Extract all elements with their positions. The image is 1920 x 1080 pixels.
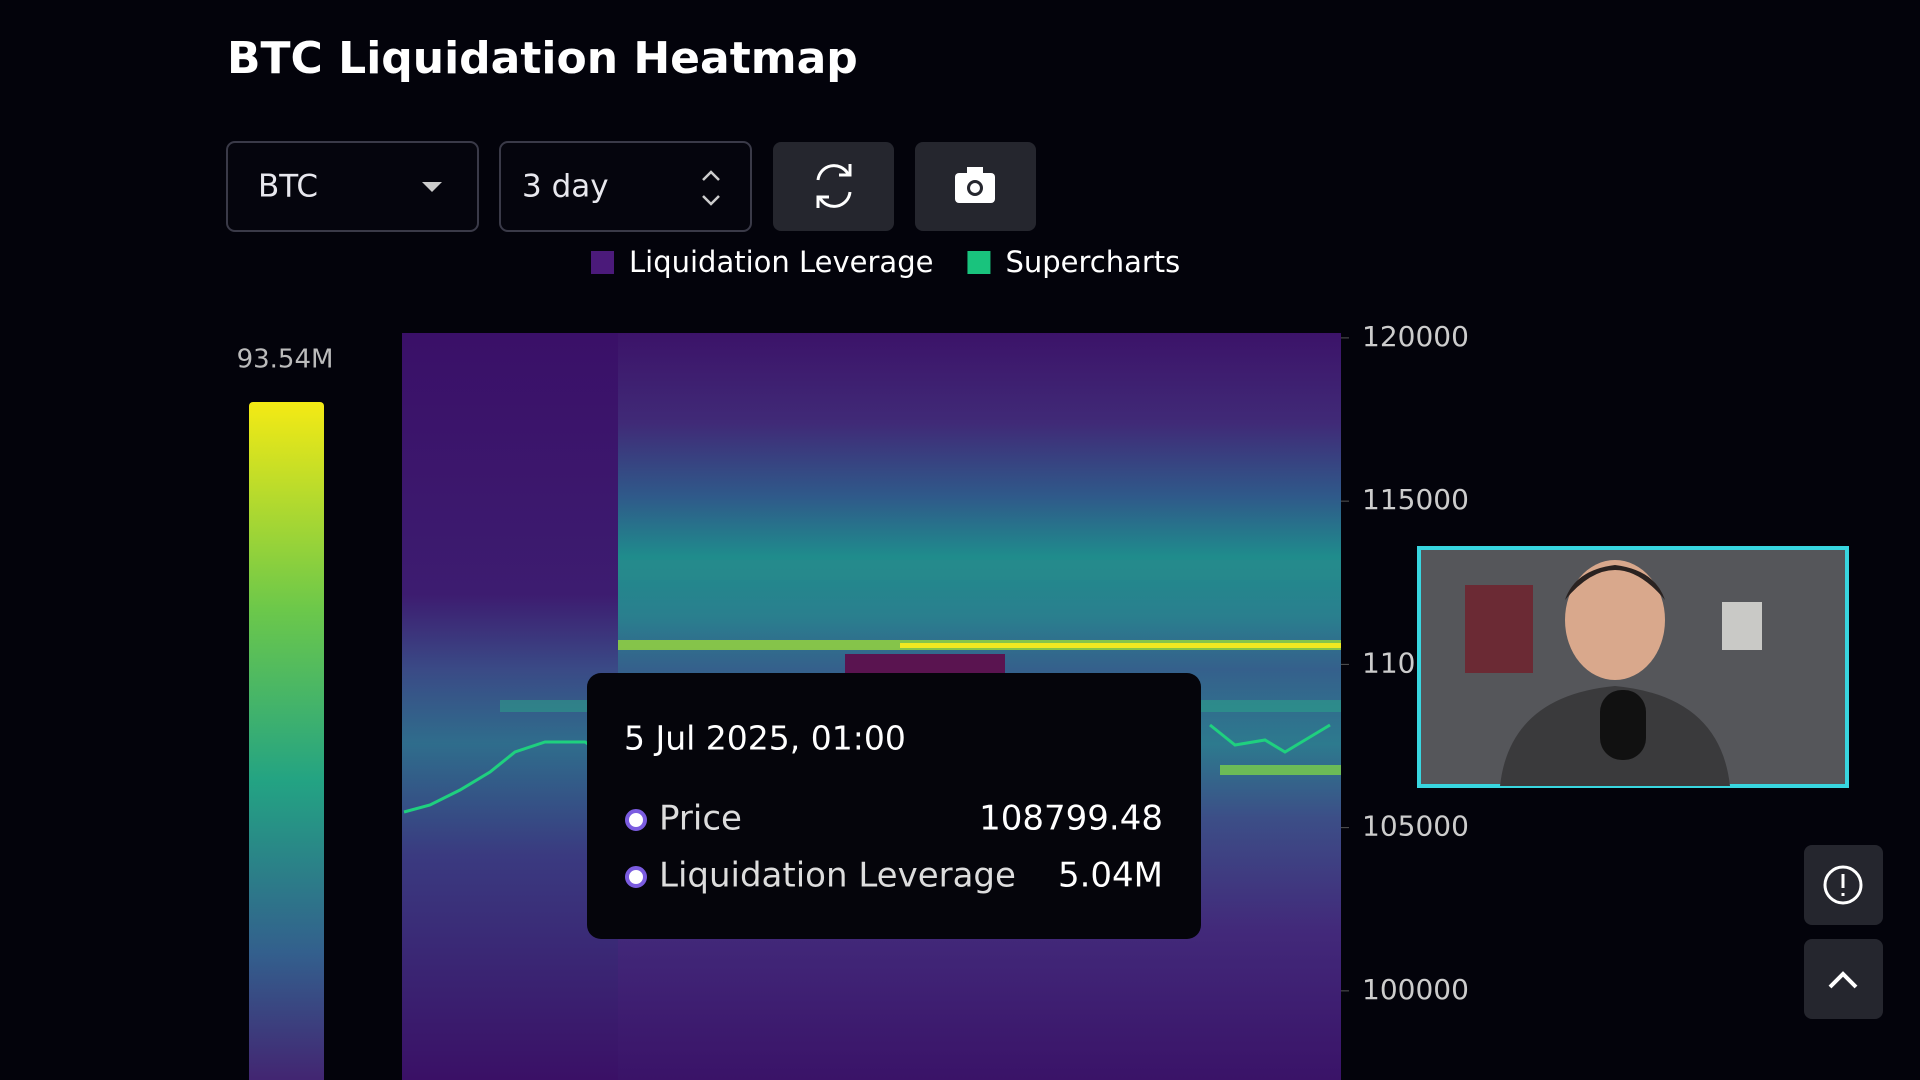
legend-label: Supercharts bbox=[1005, 245, 1180, 279]
heatmap-early bbox=[402, 333, 618, 1080]
tooltip: 5 Jul 2025, 01:00 Price 108799.48 Liquidat… bbox=[587, 673, 1201, 939]
title: BTC Liquidation Heatmap bbox=[227, 33, 858, 84]
heat-band-peak bbox=[900, 643, 1341, 648]
tooltip-date: 5 Jul 2025, 01:00 bbox=[624, 719, 906, 758]
scroll-top-button[interactable] bbox=[1804, 939, 1883, 1019]
tooltip-value: 108799.48 bbox=[979, 799, 1163, 839]
face bbox=[1565, 560, 1665, 680]
camera-icon bbox=[955, 167, 995, 203]
y-tick-label: 100000 bbox=[1362, 973, 1469, 1006]
refresh-button[interactable] bbox=[773, 142, 894, 231]
series-dot bbox=[625, 866, 647, 888]
microphone bbox=[1600, 690, 1646, 760]
y-tick-label: 105000 bbox=[1362, 810, 1469, 843]
symbol-select[interactable] bbox=[226, 141, 479, 232]
spinner-icon bbox=[702, 170, 720, 206]
tooltip-label: Liquidation Leverage bbox=[659, 856, 1016, 896]
colorbar-max: 93.54M bbox=[237, 345, 334, 375]
legend-swatch bbox=[591, 251, 614, 274]
heat-band bbox=[1220, 765, 1341, 775]
tooltip-value: 5.04M bbox=[1058, 856, 1163, 896]
y-tick-label: 115000 bbox=[1362, 483, 1469, 516]
webcam bbox=[1417, 546, 1849, 788]
tooltip-label: Price bbox=[659, 799, 742, 839]
refresh-icon bbox=[816, 164, 852, 208]
range-select[interactable] bbox=[499, 141, 752, 232]
price-line bbox=[1209, 723, 1331, 754]
dropdown-arrow bbox=[422, 182, 442, 192]
alert-icon bbox=[1823, 865, 1863, 905]
hair bbox=[1565, 565, 1665, 600]
range-value: 3 day bbox=[522, 169, 609, 205]
colorbar bbox=[249, 402, 324, 1080]
legend-swatch bbox=[967, 251, 991, 274]
heat-gap bbox=[845, 654, 1005, 674]
y-tick-label: 120000 bbox=[1362, 320, 1469, 353]
heat-band bbox=[618, 560, 1341, 580]
legend-label: Liquidation Leverage bbox=[629, 245, 933, 279]
symbol-value: BTC bbox=[258, 169, 318, 205]
series-dot bbox=[625, 809, 647, 831]
poster bbox=[1465, 585, 1533, 673]
chevron-up bbox=[1828, 971, 1858, 989]
plaque bbox=[1722, 602, 1762, 650]
tooltip-box bbox=[587, 673, 1201, 939]
